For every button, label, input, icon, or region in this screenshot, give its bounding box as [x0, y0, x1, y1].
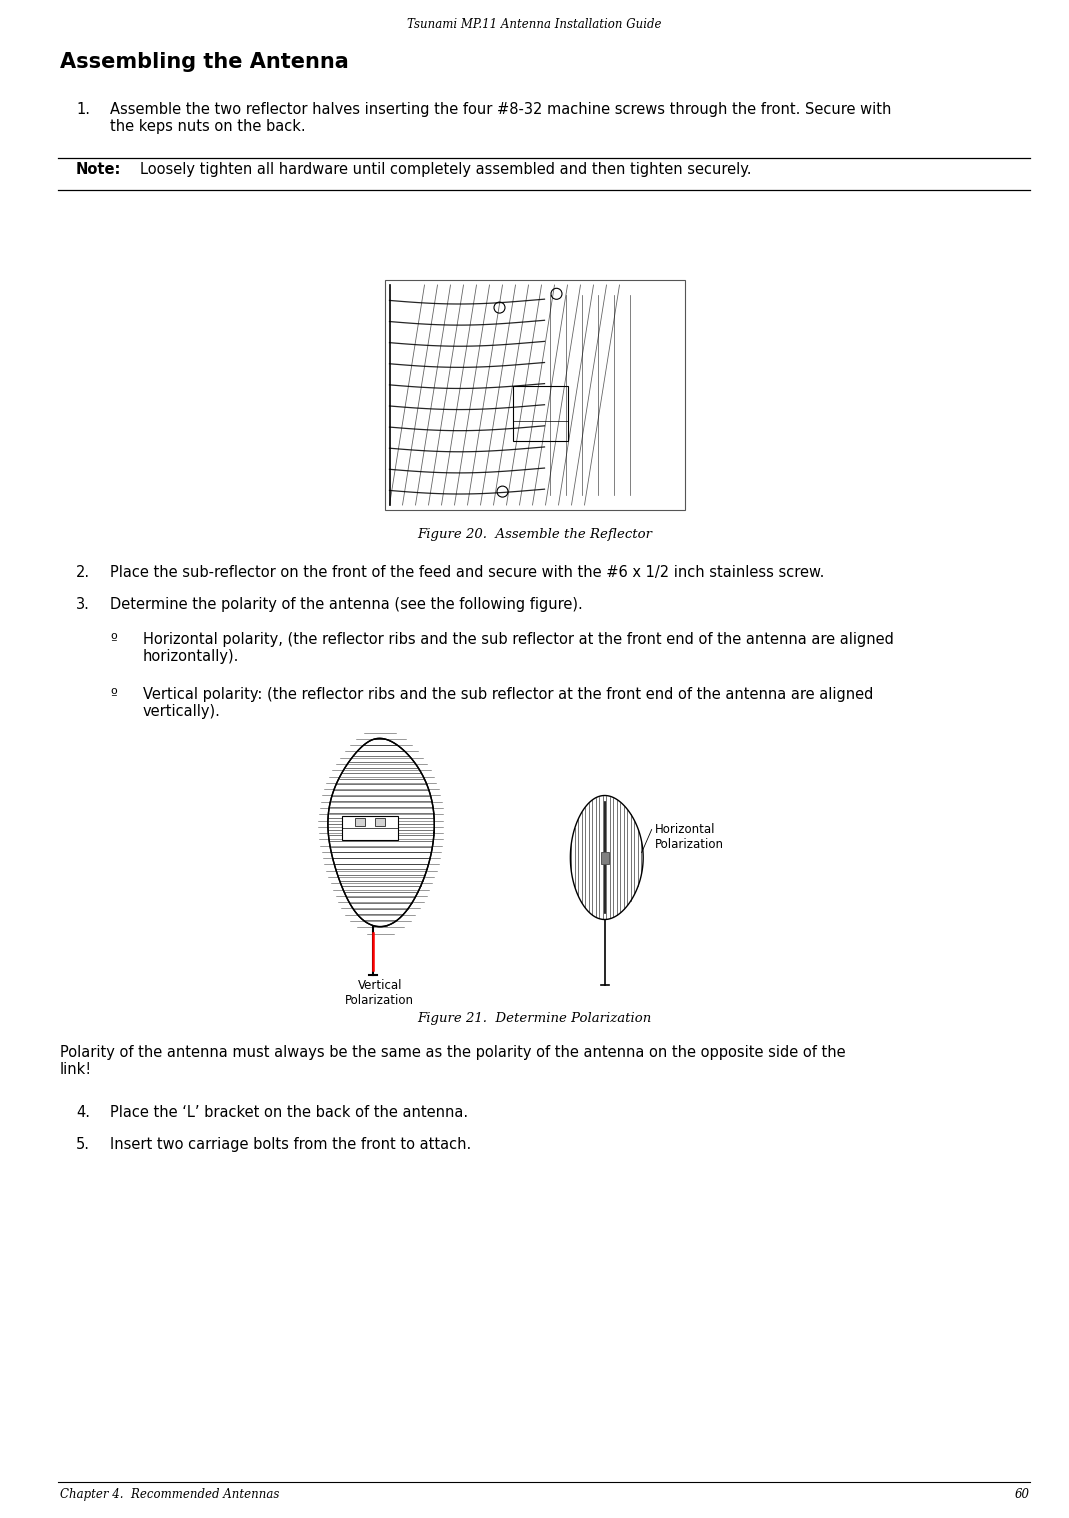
Text: 5.: 5. [76, 1137, 90, 1152]
PathPatch shape [571, 795, 644, 920]
Text: Figure 20.  Assemble the Reflector: Figure 20. Assemble the Reflector [417, 528, 652, 540]
Polygon shape [328, 738, 434, 926]
Text: 60: 60 [1014, 1488, 1031, 1501]
Text: Insert two carriage bolts from the front to attach.: Insert two carriage bolts from the front… [110, 1137, 471, 1152]
Text: Determine the polarity of the antenna (see the following figure).: Determine the polarity of the antenna (s… [110, 597, 583, 612]
Text: Place the sub-reflector on the front of the feed and secure with the #6 x 1/2 in: Place the sub-reflector on the front of … [110, 565, 824, 580]
Text: Assemble the two reflector halves inserting the four #8-32 machine screws throug: Assemble the two reflector halves insert… [110, 102, 892, 135]
Text: 4.: 4. [76, 1105, 90, 1120]
Text: Loosely tighten all hardware until completely assembled and then tighten securel: Loosely tighten all hardware until compl… [140, 162, 752, 178]
Bar [385, 279, 684, 510]
Text: º: º [110, 631, 117, 647]
PathPatch shape [328, 738, 434, 926]
Text: Horizontal polarity, (the reflector ribs and the sub reflector at the front end : Horizontal polarity, (the reflector ribs… [143, 631, 894, 665]
Bar [374, 818, 385, 826]
Text: 3.: 3. [76, 597, 90, 612]
Text: Horizontal
Polarization: Horizontal Polarization [654, 823, 724, 850]
Text: 2.: 2. [76, 565, 90, 580]
Text: Polarity of the antenna must always be the same as the polarity of the antenna o: Polarity of the antenna must always be t… [60, 1044, 846, 1078]
Text: Vertical polarity: (the reflector ribs and the sub reflector at the front end of: Vertical polarity: (the reflector ribs a… [143, 688, 873, 720]
Bar [512, 386, 568, 442]
Text: Chapter 4.  Recommended Antennas: Chapter 4. Recommended Antennas [60, 1488, 279, 1501]
Text: Figure 21.  Determine Polarization: Figure 21. Determine Polarization [417, 1013, 652, 1025]
Text: Note:: Note: [76, 162, 122, 178]
Bar [601, 852, 608, 864]
Text: º: º [110, 688, 117, 701]
Bar [342, 815, 398, 839]
Text: 1.: 1. [76, 102, 90, 117]
Text: Assembling the Antenna: Assembling the Antenna [60, 52, 348, 71]
Text: Tsunami MP.11 Antenna Installation Guide: Tsunami MP.11 Antenna Installation Guide [407, 18, 662, 30]
Text: Place the ‘L’ bracket on the back of the antenna.: Place the ‘L’ bracket on the back of the… [110, 1105, 468, 1120]
Bar [355, 818, 365, 826]
Text: Vertical
Polarization: Vertical Polarization [345, 979, 414, 1006]
